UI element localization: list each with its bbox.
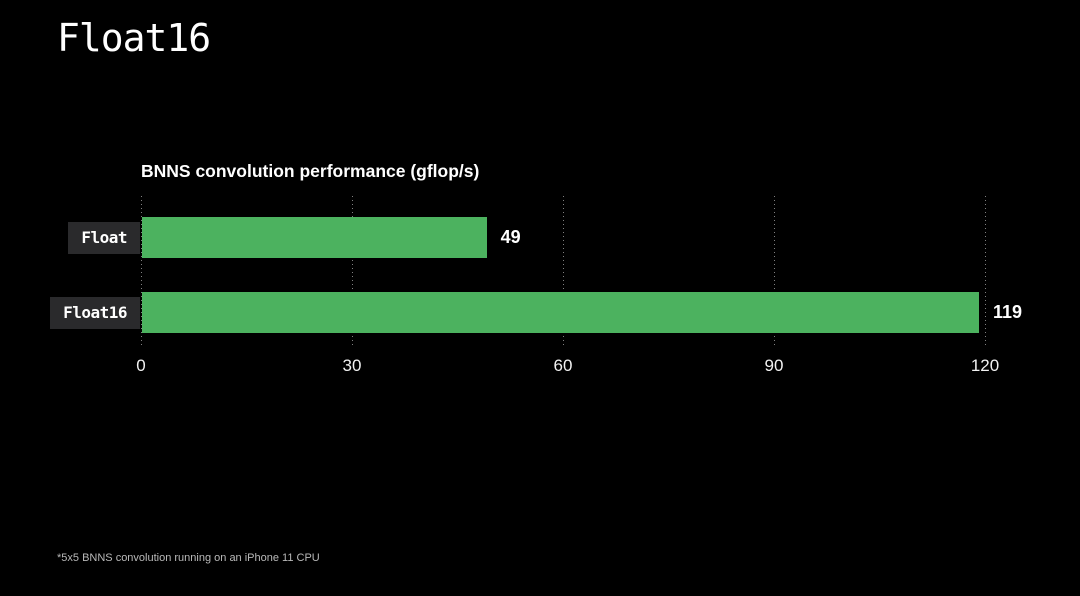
bar-float16 [142,292,979,333]
footnote: *5x5 BNNS convolution running on an iPho… [57,552,320,564]
category-label-float16: Float16 [50,296,140,329]
slide-title: Float16 [57,16,211,60]
x-axis-tick-label: 0 [136,356,146,375]
x-axis-tick-label: 90 [764,356,784,375]
category-label-float: Float [68,221,140,254]
gridline-x-30 [352,196,353,348]
x-axis-tick-label: 60 [553,356,573,375]
x-axis-tick-label: 30 [342,356,362,375]
bar-float [142,217,487,258]
value-label-float16: 119 [992,302,1022,322]
value-label-float: 49 [500,227,521,247]
gridline-x-90 [774,196,775,348]
gridline-x-0 [141,196,142,348]
chart-title: BNNS convolution performance (gflop/s) [141,161,480,181]
gridline-x-60 [563,196,564,348]
x-axis-tick-label: 120 [970,356,1000,375]
gridline-x-120 [985,196,986,348]
